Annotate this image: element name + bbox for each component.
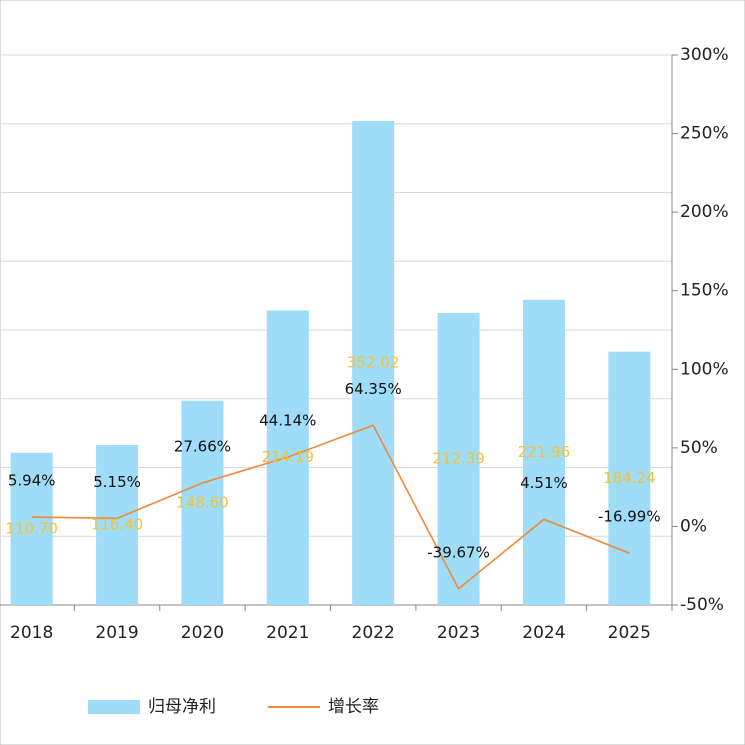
bar: [522, 299, 565, 605]
bar-value-label: 148.60: [176, 493, 229, 511]
bar: [608, 351, 651, 605]
line-value-label: 27.66%: [174, 437, 231, 455]
x-tick-label: 2019: [95, 623, 138, 643]
legend-label: 归母净利: [148, 697, 216, 717]
line-value-label: 64.35%: [345, 380, 402, 398]
line-value-label: 5.94%: [8, 472, 56, 490]
x-tick-label: 2020: [181, 623, 224, 643]
line-value-label: 44.14%: [259, 412, 316, 430]
y2-tick-label: 150%: [680, 281, 729, 301]
y2-tick-label: 0%: [680, 516, 707, 536]
line-value-label: -39.67%: [427, 543, 490, 561]
bar: [10, 452, 53, 605]
bar: [352, 120, 395, 605]
bar-value-label: 110.70: [5, 519, 58, 537]
line: [31, 424, 630, 591]
x-tick-label: 2023: [437, 623, 480, 643]
line-value-label: 5.15%: [93, 473, 141, 491]
bar-value-label: 116.40: [91, 515, 144, 533]
y2-tick-label: 50%: [680, 438, 718, 458]
bar: [437, 312, 480, 605]
bar: [181, 400, 224, 605]
y2-tick-label: 250%: [680, 124, 729, 144]
x-tick-label: 2024: [522, 623, 565, 643]
bar-value-label: 221.96: [518, 443, 571, 461]
bar-value-label: 352.02: [347, 353, 400, 371]
bar-value-label: 212.39: [432, 449, 485, 467]
bar-value-label: 184.24: [603, 469, 656, 487]
y2-tick-label: 300%: [680, 45, 729, 65]
x-tick-label: 2021: [266, 623, 309, 643]
x-tick-label: 2022: [352, 623, 395, 643]
bar-value-label: 214.19: [262, 448, 315, 466]
x-tick-label: 2018: [10, 623, 53, 643]
x-tick-label: 2025: [608, 623, 651, 643]
y2-tick-label: 100%: [680, 359, 729, 379]
legend-label: 增长率: [328, 697, 379, 717]
legend-swatch: [88, 700, 140, 714]
y2-tick-label: -50%: [680, 595, 724, 615]
line-value-label: -16.99%: [598, 508, 661, 526]
line-value-label: 4.51%: [520, 474, 568, 492]
y2-tick-label: 200%: [680, 202, 729, 222]
bar: [96, 444, 139, 605]
